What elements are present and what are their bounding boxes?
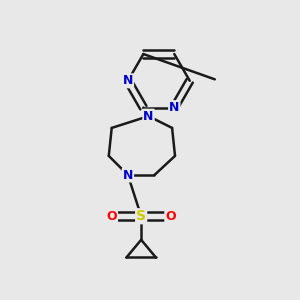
Text: O: O [165, 210, 176, 223]
Text: N: N [169, 101, 179, 114]
Text: N: N [123, 74, 133, 87]
Text: N: N [123, 169, 133, 182]
Text: N: N [143, 110, 154, 123]
Text: S: S [136, 209, 146, 223]
Text: O: O [106, 210, 117, 223]
